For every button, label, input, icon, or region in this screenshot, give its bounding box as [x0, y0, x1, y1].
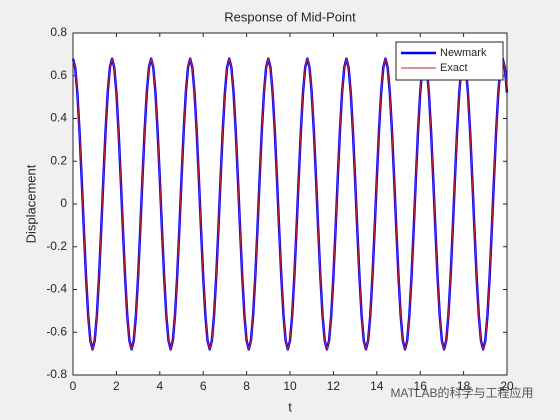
y-tick-label: -0.6 — [46, 324, 67, 338]
y-tick-label: -0.2 — [46, 239, 67, 253]
y-tick-label: 0 — [60, 196, 67, 210]
legend-box — [395, 41, 504, 81]
x-tick-label: 4 — [156, 379, 163, 393]
y-tick-label: -0.4 — [46, 282, 67, 296]
x-tick-label: 2 — [113, 379, 120, 393]
y-axis-label: Displacement — [23, 164, 38, 243]
plot-area — [73, 33, 507, 375]
legend-label: Exact — [440, 62, 468, 74]
x-tick-label: 10 — [283, 379, 297, 393]
x-tick-label: 14 — [370, 379, 384, 393]
chart-title: Response of Mid-Point — [224, 9, 356, 24]
y-tick-label: 0.8 — [50, 25, 67, 39]
x-tick-label: 16 — [414, 379, 428, 393]
x-tick-label: 12 — [327, 379, 341, 393]
x-tick-label: 6 — [200, 379, 207, 393]
axes-box — [72, 32, 508, 376]
y-tick-label: 0.4 — [50, 111, 67, 125]
y-tick-label: -0.8 — [46, 367, 67, 381]
x-axis-label: t — [288, 399, 292, 414]
x-tick-label: 18 — [457, 379, 471, 393]
y-tick-label: 0.2 — [50, 153, 67, 167]
legend-label: Newmark — [440, 47, 487, 59]
x-tick-label: 0 — [70, 379, 77, 393]
watermark: MATLAB的科学与工程应用 — [390, 385, 533, 400]
series-line — [72, 58, 508, 350]
y-tick-label: 0.6 — [50, 68, 67, 82]
x-tick-label: 8 — [243, 379, 250, 393]
x-tick-label: 20 — [500, 379, 514, 393]
